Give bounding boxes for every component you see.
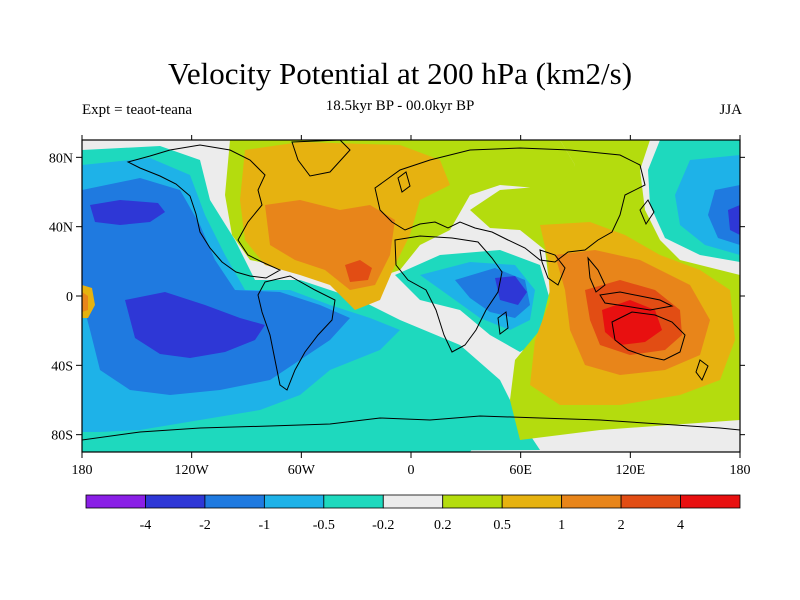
colorbar-label: 0.5 — [493, 518, 511, 533]
colorbar-label: 4 — [677, 518, 684, 533]
lon-tick-label: 60W — [288, 463, 316, 478]
longitude-axis: 180 120W 60W 0 60E 120E 180 — [72, 135, 751, 478]
coast-south-america — [257, 275, 336, 391]
contour-northeast-strong — [728, 205, 740, 235]
colorbar-label: 0.2 — [434, 518, 452, 533]
colorbar-segment — [442, 494, 503, 509]
colorbar-segment — [204, 494, 265, 509]
colorbar: -4 -2 -1 -0.5 -0.2 0.2 0.5 1 2 4 — [85, 494, 741, 533]
plot-title: Velocity Potential at 200 hPa (km2/s) — [167, 56, 633, 91]
contour-pacific-strong-south — [125, 292, 265, 358]
colorbar-segment — [382, 494, 444, 509]
plot-subtitle: 18.5kyr BP - 00.0kyr BP — [325, 98, 475, 114]
lon-tick-label: 180 — [730, 463, 751, 478]
coast-indonesia — [599, 291, 674, 311]
contour-dateline-positive-core — [82, 292, 88, 312]
coast-antarctica — [82, 415, 740, 441]
colorbar-label: -2 — [199, 518, 211, 533]
lat-tick-label: 40S — [51, 359, 73, 374]
coast-india — [539, 249, 566, 286]
contour-southern-ocean-weak — [140, 425, 480, 452]
colorbar-segment — [263, 494, 325, 509]
lat-tick-label: 0 — [66, 290, 73, 305]
lat-tick-label: 80S — [51, 429, 73, 444]
lon-tick-label: 60E — [509, 463, 532, 478]
coast-australia — [611, 311, 686, 361]
contour-asia-peak — [602, 300, 662, 345]
colorbar-segment — [145, 494, 206, 509]
coast-north-america — [126, 144, 282, 279]
coast-madagascar — [497, 311, 509, 335]
coast-southeast-asia — [587, 256, 606, 293]
colorbar-segment — [680, 494, 741, 509]
coast-japan — [639, 199, 655, 226]
coast-new-zealand — [695, 359, 709, 381]
contour-pacific-strong-north — [90, 200, 165, 225]
colorbar-segment — [85, 494, 146, 509]
lon-tick-label: 180 — [72, 463, 93, 478]
colorbar-label: -0.5 — [313, 518, 335, 533]
colorbar-label: 2 — [618, 518, 625, 533]
coast-eurasia — [374, 147, 646, 263]
lon-tick-label: 0 — [408, 463, 415, 478]
lat-tick-label: 80N — [49, 151, 73, 166]
coast-africa — [394, 235, 503, 353]
colorbar-segment — [501, 494, 563, 509]
colorbar-segment — [561, 494, 622, 509]
colorbar-label: -0.2 — [372, 518, 394, 533]
experiment-label: Expt = teaot-teana — [82, 102, 193, 118]
colorbar-label: 1 — [558, 518, 565, 533]
season-label: JJA — [719, 102, 742, 118]
lon-tick-label: 120W — [175, 463, 210, 478]
colorbar-segment — [620, 494, 681, 509]
coast-uk — [397, 171, 411, 193]
latitude-axis: 80N 40N 0 40S 80S — [49, 151, 745, 444]
colorbar-label: -4 — [140, 518, 152, 533]
colorbar-label: -1 — [259, 518, 271, 533]
lat-tick-label: 40N — [49, 221, 73, 236]
coastlines — [82, 140, 740, 441]
colorbar-segment — [323, 494, 384, 509]
coast-greenland — [291, 140, 351, 177]
contour-indian-strong — [495, 276, 527, 305]
contour-atlantic-strong — [345, 260, 372, 282]
lon-tick-label: 120E — [616, 463, 646, 478]
